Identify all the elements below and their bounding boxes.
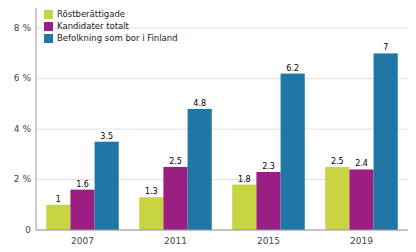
data-label: 1.8 <box>238 175 251 184</box>
data-labels: 1 1.3 1.8 2.5 1.6 2.5 2.3 2.4 3.5 4.8 6.2 7 <box>56 43 388 203</box>
bars <box>46 53 398 230</box>
y-axis-line <box>36 8 37 230</box>
chart-svg: 0 2 % 4 % 6 % 8 % 1 1.3 1.8 2.5 1.6 2.5 2.3 2.4 3.5 4.… <box>0 0 416 252</box>
legend-swatch <box>44 10 53 19</box>
legend-swatch <box>44 22 53 31</box>
legend-item: Kandidater totalt <box>44 21 130 31</box>
data-label: 4.8 <box>193 99 206 108</box>
bar <box>139 197 163 230</box>
legend-label: Befolkning som bor i Finland <box>57 33 178 43</box>
legend-swatch <box>44 34 53 43</box>
data-label: 1.6 <box>76 180 89 189</box>
x-tick-labels: 2007 2011 2015 2019 <box>71 236 373 246</box>
bar <box>188 109 212 230</box>
y-tick-labels: 0 2 % 4 % 6 % 8 % <box>14 23 32 235</box>
x-tick-label: 2019 <box>350 236 373 246</box>
x-tick-label: 2011 <box>164 236 187 246</box>
bar <box>232 185 256 230</box>
bar <box>281 74 305 230</box>
legend-item: Befolkning som bor i Finland <box>44 33 178 43</box>
grid-line <box>36 78 408 79</box>
data-label: 1 <box>56 195 61 204</box>
data-label: 2.5 <box>331 157 344 166</box>
data-label: 2.5 <box>169 157 182 166</box>
legend: Röstberättigade Kandidater totalt Befolkni… <box>44 9 178 43</box>
y-tick-label: 0 <box>25 225 31 235</box>
x-tick-label: 2007 <box>71 236 94 246</box>
bar <box>349 169 373 230</box>
data-label: 2.4 <box>355 159 368 168</box>
x-axis-line <box>36 230 408 231</box>
y-tick-label: 2 % <box>14 174 32 184</box>
chart-container: 0 2 % 4 % 6 % 8 % 1 1.3 1.8 2.5 1.6 2.5 2.3 2.4 3.5 4.… <box>0 0 416 252</box>
data-label: 1.3 <box>145 187 158 196</box>
data-label: 7 <box>383 43 388 52</box>
grid-line <box>36 230 408 231</box>
data-label: 2.3 <box>262 162 275 171</box>
y-tick-label: 4 % <box>14 124 32 134</box>
bar <box>325 167 349 230</box>
legend-item: Röstberättigade <box>44 9 125 19</box>
bar <box>46 205 70 230</box>
y-tick-label: 6 % <box>14 73 32 83</box>
data-label: 6.2 <box>286 64 299 73</box>
bar <box>256 172 280 230</box>
bar <box>70 190 94 230</box>
bar <box>374 53 398 230</box>
y-tick-label: 8 % <box>14 23 32 33</box>
bar <box>163 167 187 230</box>
data-label: 3.5 <box>100 132 113 141</box>
bar <box>95 142 119 230</box>
grid-line <box>36 129 408 130</box>
grid <box>36 28 408 230</box>
legend-label: Kandidater totalt <box>57 21 130 31</box>
x-tick-label: 2015 <box>257 236 280 246</box>
legend-label: Röstberättigade <box>57 9 125 19</box>
